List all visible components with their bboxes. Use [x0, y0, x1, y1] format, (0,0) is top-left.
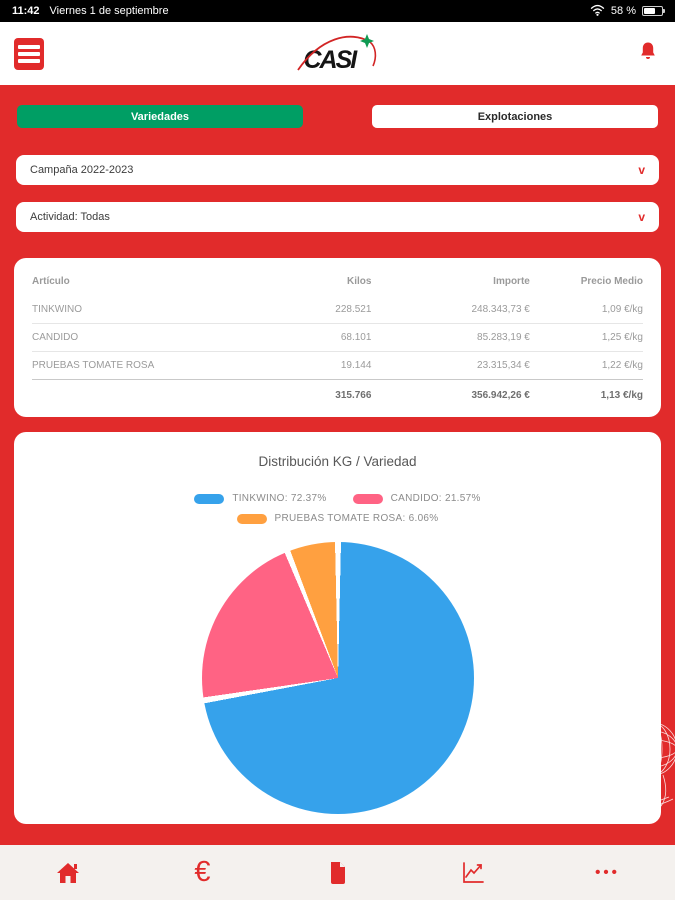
activity-select-value: Actividad: Todas	[30, 211, 110, 223]
campaign-select-value: Campaña 2022-2023	[30, 164, 134, 176]
cell-articulo: TINKWINO	[32, 304, 82, 315]
status-bar: 11:42 Viernes 1 de septiembre 58 %	[0, 0, 675, 22]
cell-precio: 1,09 €/kg	[601, 304, 643, 315]
menu-button[interactable]	[14, 37, 44, 70]
cell-precio: 1,25 €/kg	[601, 332, 643, 343]
status-time: 11:42	[12, 5, 40, 17]
campaign-select[interactable]: Campaña 2022-2023 v	[16, 155, 659, 185]
col-importe: Importe	[493, 276, 530, 287]
table-header: Artículo Kilos Importe Precio Medio	[32, 270, 643, 296]
cell-importe: 23.315,34 €	[477, 360, 530, 371]
notifications-button[interactable]	[635, 41, 661, 66]
nav-home-button[interactable]	[38, 853, 98, 893]
total-kilos: 315.766	[335, 390, 372, 401]
bell-icon	[641, 42, 655, 59]
line-chart-icon	[462, 861, 484, 883]
cell-kilos: 228.521	[335, 304, 372, 315]
chevron-down-icon: v	[638, 163, 645, 177]
wifi-icon	[590, 4, 605, 19]
nav-more-button[interactable]: •••	[578, 853, 638, 893]
main-content: Variedades Explotaciones Campaña 2022-20…	[0, 85, 675, 845]
casi-logo-swoosh	[296, 33, 376, 71]
chevron-down-icon: v	[638, 210, 645, 224]
battery-percent: 58 %	[610, 5, 636, 17]
total-precio: 1,13 €/kg	[600, 390, 643, 401]
casi-logo-text: CASI	[303, 45, 358, 74]
table-row: PRUEBAS TOMATE ROSA 19.144 23.315,34 € 1,22…	[32, 351, 643, 379]
status-date: Viernes 1 de septiembre	[49, 5, 169, 17]
col-kilos: Kilos	[346, 276, 372, 287]
table-totals-row: 315.766 356.942,26 € 1,13 €/kg	[32, 379, 643, 413]
battery-icon	[642, 6, 665, 16]
legend-swatch	[236, 513, 267, 524]
legend-label: PRUEBAS TOMATE ROSA: 6.06%	[274, 513, 439, 524]
nav-reports-button[interactable]	[443, 853, 503, 893]
casi-logo: CASI	[294, 30, 382, 78]
tab-explotaciones[interactable]: Explotaciones	[372, 105, 658, 128]
legend-swatch	[194, 493, 225, 504]
table-body: TINKWINO 228.521 248.343,73 € 1,09 €/kg CAND…	[32, 296, 643, 379]
cell-kilos: 68.101	[340, 332, 372, 343]
table-row: CANDIDO 68.101 85.283,19 € 1,25 €/kg	[32, 323, 643, 351]
home-icon	[56, 862, 79, 883]
cell-articulo: PRUEBAS TOMATE ROSA	[32, 360, 155, 371]
chart-title: Distribución KG / Variedad	[258, 454, 417, 469]
cell-importe: 85.283,19 €	[477, 332, 530, 343]
activity-select[interactable]: Actividad: Todas v	[16, 202, 659, 232]
summary-table-card: Artículo Kilos Importe Precio Medio TINK…	[14, 258, 661, 417]
cell-kilos: 19.144	[340, 360, 372, 371]
cell-articulo: CANDIDO	[32, 332, 79, 343]
cell-importe: 248.343,73 €	[471, 304, 530, 315]
euro-icon: €	[194, 856, 211, 888]
ellipsis-icon: •••	[595, 864, 620, 881]
col-articulo: Artículo	[32, 276, 70, 287]
legend-item[interactable]: PRUEBAS TOMATE ROSA: 6.06%	[236, 513, 439, 524]
document-icon	[330, 861, 345, 884]
tab-bar: Variedades Explotaciones	[17, 105, 658, 128]
total-importe: 356.942,26 €	[471, 390, 530, 401]
tab-variedades[interactable]: Variedades	[17, 105, 303, 128]
bottom-navigation: € •••	[0, 845, 675, 900]
pie-chart-card: Distribución KG / Variedad TINKWINO: 72.…	[14, 432, 661, 824]
app-header: CASI	[0, 22, 675, 85]
legend-item[interactable]: TINKWINO: 72.37%	[194, 493, 326, 504]
nav-euro-button[interactable]: €	[173, 853, 233, 893]
chart-legend: TINKWINO: 72.37% CANDIDO: 21.57% PRUEBAS T…	[123, 493, 553, 524]
cell-precio: 1,22 €/kg	[601, 360, 643, 371]
pie-chart[interactable]	[201, 542, 474, 814]
table-row: TINKWINO 228.521 248.343,73 € 1,09 €/kg	[32, 296, 643, 323]
legend-item[interactable]: CANDIDO: 21.57%	[352, 493, 481, 504]
legend-label: CANDIDO: 21.57%	[390, 493, 481, 504]
legend-label: TINKWINO: 72.37%	[232, 493, 327, 504]
col-precio-medio: Precio Medio	[580, 276, 643, 287]
nav-documents-button[interactable]	[308, 853, 368, 893]
legend-swatch	[352, 493, 383, 504]
